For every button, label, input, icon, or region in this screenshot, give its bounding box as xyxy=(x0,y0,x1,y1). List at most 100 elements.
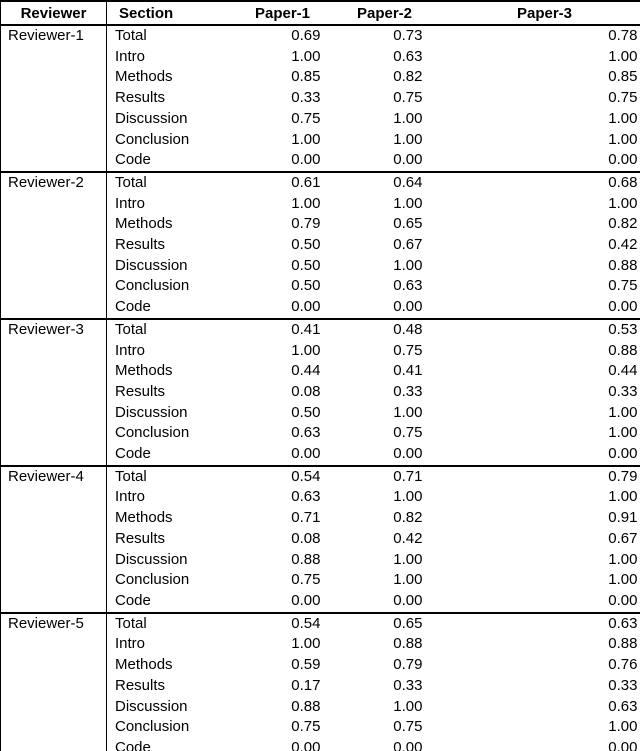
table-row: Conclusion 0.75 1.00 1.00 xyxy=(1,570,640,591)
table-row: Intro 1.00 0.63 1.00 xyxy=(1,47,640,68)
table-header: Reviewer Section Paper-1 Paper-2 Paper-3 xyxy=(0,1,640,26)
score-cell-paper-1: 0.17 xyxy=(291,676,321,694)
section-label: Code xyxy=(115,445,151,463)
score-cell-paper-2: 0.00 xyxy=(393,738,423,751)
table-body: Reviewer-1 Total 0.69 0.73 0.78 Intro 1.00 0.63… xyxy=(0,25,640,751)
table-row: Results 0.08 0.33 0.33 xyxy=(1,382,640,403)
table-row: Conclusion 1.00 1.00 1.00 xyxy=(1,130,640,151)
score-cell-paper-2: 0.65 xyxy=(320,611,423,635)
score-cell-paper-1: 0.08 xyxy=(291,382,321,400)
table-row: Intro 1.00 0.88 0.88 xyxy=(1,634,640,655)
section-label: Methods xyxy=(115,68,173,86)
section-label: Code xyxy=(115,591,151,609)
table-row: Code 0.00 0.00 0.00 xyxy=(1,444,640,466)
score-cell-paper-2: 1.00 xyxy=(393,488,423,506)
section-label: Discussion xyxy=(115,403,188,421)
score-cell-paper-3: 0.78 xyxy=(608,27,638,44)
score-cell-paper-2: 0.00 xyxy=(393,298,423,316)
score-cell-paper-3: 0.91 xyxy=(608,509,638,527)
section-label: Conclusion xyxy=(115,277,190,295)
section-label: Total xyxy=(106,611,231,635)
table-row: Code 0.00 0.00 0.00 xyxy=(1,738,640,751)
score-cell-paper-2: 0.67 xyxy=(393,236,423,254)
score-cell-paper-1: 1.00 xyxy=(291,341,321,359)
score-cell-paper-3: 0.33 xyxy=(608,382,638,400)
score-cell-paper-1: 0.54 xyxy=(230,611,321,635)
table-row: Reviewer-5 Total 0.54 0.65 0.63 xyxy=(0,611,640,751)
score-cell-paper-1: 0.59 xyxy=(291,656,321,674)
table-row: Code 0.00 0.00 0.00 xyxy=(1,591,640,613)
section-label: Methods xyxy=(115,509,173,527)
score-cell-paper-2: 0.79 xyxy=(393,656,423,674)
score-cell-paper-2: 0.63 xyxy=(393,277,423,295)
score-cell-paper-1: 0.00 xyxy=(291,445,321,463)
column-header-paper-3: Paper-3 xyxy=(422,1,640,26)
column-header-paper-1: Paper-1 xyxy=(230,1,321,26)
score-cell-paper-1: 0.88 xyxy=(291,697,321,715)
score-cell-paper-3: 0.75 xyxy=(608,277,638,295)
section-label: Total xyxy=(106,170,231,194)
section-label: Conclusion xyxy=(115,718,190,736)
score-cell-paper-3: 1.00 xyxy=(608,550,638,568)
score-cell-paper-3: 1.00 xyxy=(608,109,638,127)
score-cell-paper-1: 1.00 xyxy=(291,194,321,212)
score-cell-paper-2: 0.42 xyxy=(393,529,423,547)
table-row: Conclusion 0.63 0.75 1.00 xyxy=(1,423,640,444)
score-cell-paper-3: 0.53 xyxy=(422,317,640,341)
table-row: Intro 1.00 1.00 1.00 xyxy=(1,194,640,215)
column-header-reviewer: Reviewer xyxy=(0,1,107,26)
score-cell-paper-1: 0.00 xyxy=(291,738,321,751)
section-label: Intro xyxy=(115,488,146,506)
table-row: Discussion 0.75 1.00 1.00 xyxy=(1,109,640,130)
score-cell-paper-1: 0.61 xyxy=(230,170,321,194)
table-row: Methods 0.59 0.79 0.76 xyxy=(1,655,640,676)
score-cell-paper-3: 0.67 xyxy=(608,529,638,547)
section-label: Discussion xyxy=(115,109,188,127)
section-label: Results xyxy=(115,529,166,547)
score-cell-paper-2: 0.41 xyxy=(393,362,423,380)
section-label: Methods xyxy=(115,362,173,380)
score-cell-paper-1: 1.00 xyxy=(291,130,321,148)
score-cell-paper-2: 1.00 xyxy=(393,109,423,127)
section-label: Code xyxy=(115,738,151,751)
score-cell-paper-1: 0.75 xyxy=(291,109,321,127)
score-cell-paper-2: 0.00 xyxy=(393,591,423,609)
score-cell-paper-2: 0.33 xyxy=(393,382,423,400)
score-cell-paper-2: 0.64 xyxy=(320,170,423,194)
section-label: Conclusion xyxy=(115,571,190,589)
score-cell-paper-3: 1.00 xyxy=(608,47,638,65)
score-cell-paper-3: 0.88 xyxy=(608,635,638,653)
score-cell-paper-2: 0.71 xyxy=(320,464,423,488)
table-row: Methods 0.85 0.82 0.85 xyxy=(1,67,640,88)
section-label: Methods xyxy=(115,656,173,674)
table-row: Reviewer-4 Total 0.54 0.71 0.79 xyxy=(0,464,640,613)
score-cell-paper-1: 0.79 xyxy=(291,215,321,233)
score-cell-paper-2: 0.73 xyxy=(393,27,423,44)
table-row: Discussion 0.88 1.00 1.00 xyxy=(1,550,640,571)
score-cell-paper-1: 0.50 xyxy=(291,236,321,254)
score-cell-paper-1: 1.00 xyxy=(291,635,321,653)
score-cell-paper-3: 1.00 xyxy=(608,130,638,148)
score-cell-paper-3: 0.75 xyxy=(608,89,638,107)
section-label: Total xyxy=(106,317,231,341)
score-cell-paper-2: 0.75 xyxy=(393,718,423,736)
score-cell-paper-3: 0.44 xyxy=(608,362,638,380)
score-cell-paper-3: 1.00 xyxy=(608,571,638,589)
score-cell-paper-3: 0.68 xyxy=(422,170,640,194)
score-cell-paper-1: 0.63 xyxy=(291,424,321,442)
score-cell-paper-3: 0.85 xyxy=(608,68,638,86)
table-row: Methods 0.79 0.65 0.82 xyxy=(1,214,640,235)
score-cell-paper-1: 0.71 xyxy=(291,509,321,527)
section-label: Code xyxy=(115,151,151,169)
section-label: Intro xyxy=(115,194,146,212)
score-cell-paper-2: 1.00 xyxy=(393,256,423,274)
table-row: Discussion 0.50 1.00 1.00 xyxy=(1,403,640,424)
score-cell-paper-2: 0.75 xyxy=(393,89,423,107)
table-row: Reviewer-1 Total 0.69 0.73 0.78 xyxy=(0,25,640,172)
score-cell-paper-1: 0.00 xyxy=(291,298,321,316)
score-cell-paper-3: 0.00 xyxy=(608,151,638,169)
score-cell-paper-3: 0.00 xyxy=(608,298,638,316)
score-cell-paper-2: 1.00 xyxy=(393,403,423,421)
score-cell-paper-1: 0.00 xyxy=(291,151,321,169)
